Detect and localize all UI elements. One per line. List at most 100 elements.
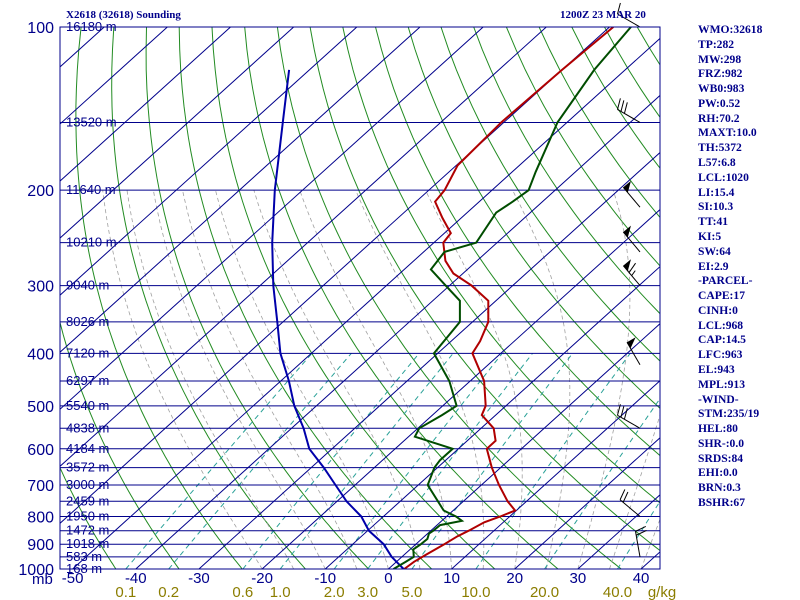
pressure-unit-label: mb bbox=[32, 571, 53, 588]
isotherm bbox=[60, 27, 610, 525]
index-line: LCL:1020 bbox=[698, 170, 749, 184]
index-line: MAXT:10.0 bbox=[698, 126, 757, 140]
index-line: -WIND- bbox=[698, 392, 739, 406]
wind-barb bbox=[619, 489, 641, 517]
barb-full bbox=[616, 404, 621, 416]
index-line: EI:2.9 bbox=[698, 259, 729, 273]
isotherm bbox=[60, 27, 168, 125]
pressure-label: 300 bbox=[27, 279, 54, 296]
profiles bbox=[271, 27, 632, 569]
wind-barbs bbox=[616, 2, 647, 558]
wind-barb bbox=[616, 404, 641, 429]
index-line: EL:943 bbox=[698, 362, 735, 376]
barb-full bbox=[635, 526, 647, 532]
temperature-label: 30 bbox=[570, 570, 587, 587]
index-line: SRDS:84 bbox=[698, 451, 744, 465]
height-label: 10210 m bbox=[66, 235, 117, 250]
isotherm bbox=[60, 27, 484, 410]
index-line: CAPE:17 bbox=[698, 289, 746, 303]
temperature-trace bbox=[403, 27, 614, 569]
barb-half bbox=[631, 270, 636, 276]
barb-staff bbox=[634, 531, 641, 558]
barb-pennant bbox=[623, 259, 631, 272]
isotherm bbox=[198, 151, 660, 569]
mixing-ratio-label: 2.0 bbox=[324, 584, 345, 600]
isotherm bbox=[324, 265, 660, 569]
height-label: 6297 m bbox=[66, 373, 109, 388]
valid-time: 1200Z 23 MAR 20 bbox=[560, 9, 646, 21]
mixing-ratio-label: 0.2 bbox=[158, 584, 179, 600]
index-line: BSHR:67 bbox=[698, 496, 746, 509]
mixing-ratio-label: 3.0 bbox=[357, 584, 378, 600]
index-line: PW:0.52 bbox=[698, 96, 741, 110]
barb-staff bbox=[617, 13, 641, 28]
temperature-label: 20 bbox=[506, 570, 523, 587]
index-line: MW:298 bbox=[698, 52, 742, 66]
height-label: 1018 m bbox=[66, 536, 109, 551]
height-label: 1472 m bbox=[66, 523, 109, 538]
pressure-label: 600 bbox=[27, 442, 54, 459]
isotherm bbox=[60, 27, 421, 353]
mixing-ratio-label: 1.0 bbox=[270, 584, 291, 600]
index-line: TH:5372 bbox=[698, 141, 742, 155]
barb-pennant bbox=[627, 337, 636, 349]
mixing-ratio-label: 5.0 bbox=[401, 584, 422, 600]
pressure-label: 100 bbox=[27, 20, 54, 37]
mixing-ratio-label: 0.1 bbox=[115, 584, 136, 600]
dewpoint-trace bbox=[392, 27, 632, 569]
isotherm bbox=[60, 27, 231, 182]
temperature-label: 0 bbox=[384, 570, 392, 587]
index-line: -PARCEL- bbox=[698, 274, 753, 288]
index-line: SHR-:0.0 bbox=[698, 436, 745, 450]
barb-full bbox=[620, 406, 625, 418]
temperature-label: -20 bbox=[251, 570, 273, 587]
temperature-label: -50 bbox=[62, 570, 84, 587]
temperature-label: -40 bbox=[125, 570, 147, 587]
index-line: RH:70.2 bbox=[698, 111, 740, 125]
index-line: SI:10.3 bbox=[698, 200, 734, 214]
index-line: TT:41 bbox=[698, 215, 729, 229]
index-line: TP:282 bbox=[698, 37, 735, 51]
moist-adiabat bbox=[640, 518, 660, 569]
stability-indices-panel: WMO:32618 TP:282 MW:298 FRZ:982 WB0:983 PW:0.… bbox=[698, 23, 798, 511]
isotherm bbox=[261, 208, 660, 569]
wind-barb bbox=[634, 526, 647, 558]
background-grid bbox=[60, 27, 660, 569]
isotherm bbox=[60, 27, 358, 296]
height-label: 4184 m bbox=[66, 441, 109, 456]
mixing-ratio-label: 10.0 bbox=[461, 584, 490, 600]
barb-full bbox=[623, 102, 628, 114]
barb-full bbox=[619, 489, 626, 500]
barb-staff bbox=[617, 109, 641, 123]
pressure-label: 500 bbox=[27, 399, 54, 416]
index-line: FRZ:982 bbox=[698, 67, 743, 81]
pressure-label: 400 bbox=[27, 346, 54, 363]
mixing-ratio-label: 40.0 bbox=[603, 584, 632, 600]
height-label: 1950 m bbox=[66, 508, 109, 523]
wind-barb bbox=[616, 2, 641, 28]
barb-full bbox=[635, 529, 647, 536]
index-line: SW:64 bbox=[698, 244, 731, 258]
pressure-label: 800 bbox=[27, 509, 54, 526]
barb-full bbox=[616, 98, 621, 110]
wind-barb bbox=[622, 259, 641, 286]
index-line: HEL:80 bbox=[698, 422, 738, 436]
index-line: WMO:32618 bbox=[698, 23, 763, 36]
index-line: WB0:983 bbox=[698, 82, 745, 96]
barb-full bbox=[616, 2, 621, 15]
index-line: KI:5 bbox=[698, 229, 722, 243]
barb-staff bbox=[617, 414, 641, 429]
height-label: 2459 m bbox=[66, 493, 109, 508]
barb-staff bbox=[622, 186, 641, 208]
isotherm bbox=[60, 27, 295, 239]
pressure-label: 900 bbox=[27, 537, 54, 554]
isotherm bbox=[135, 94, 660, 569]
index-line: BRN:0.3 bbox=[698, 481, 741, 495]
barb-staff bbox=[619, 499, 641, 517]
height-label: 4838 m bbox=[66, 420, 109, 435]
height-label: 9040 m bbox=[66, 278, 109, 293]
pressure-label: 700 bbox=[27, 478, 54, 495]
isotherm bbox=[388, 322, 660, 569]
